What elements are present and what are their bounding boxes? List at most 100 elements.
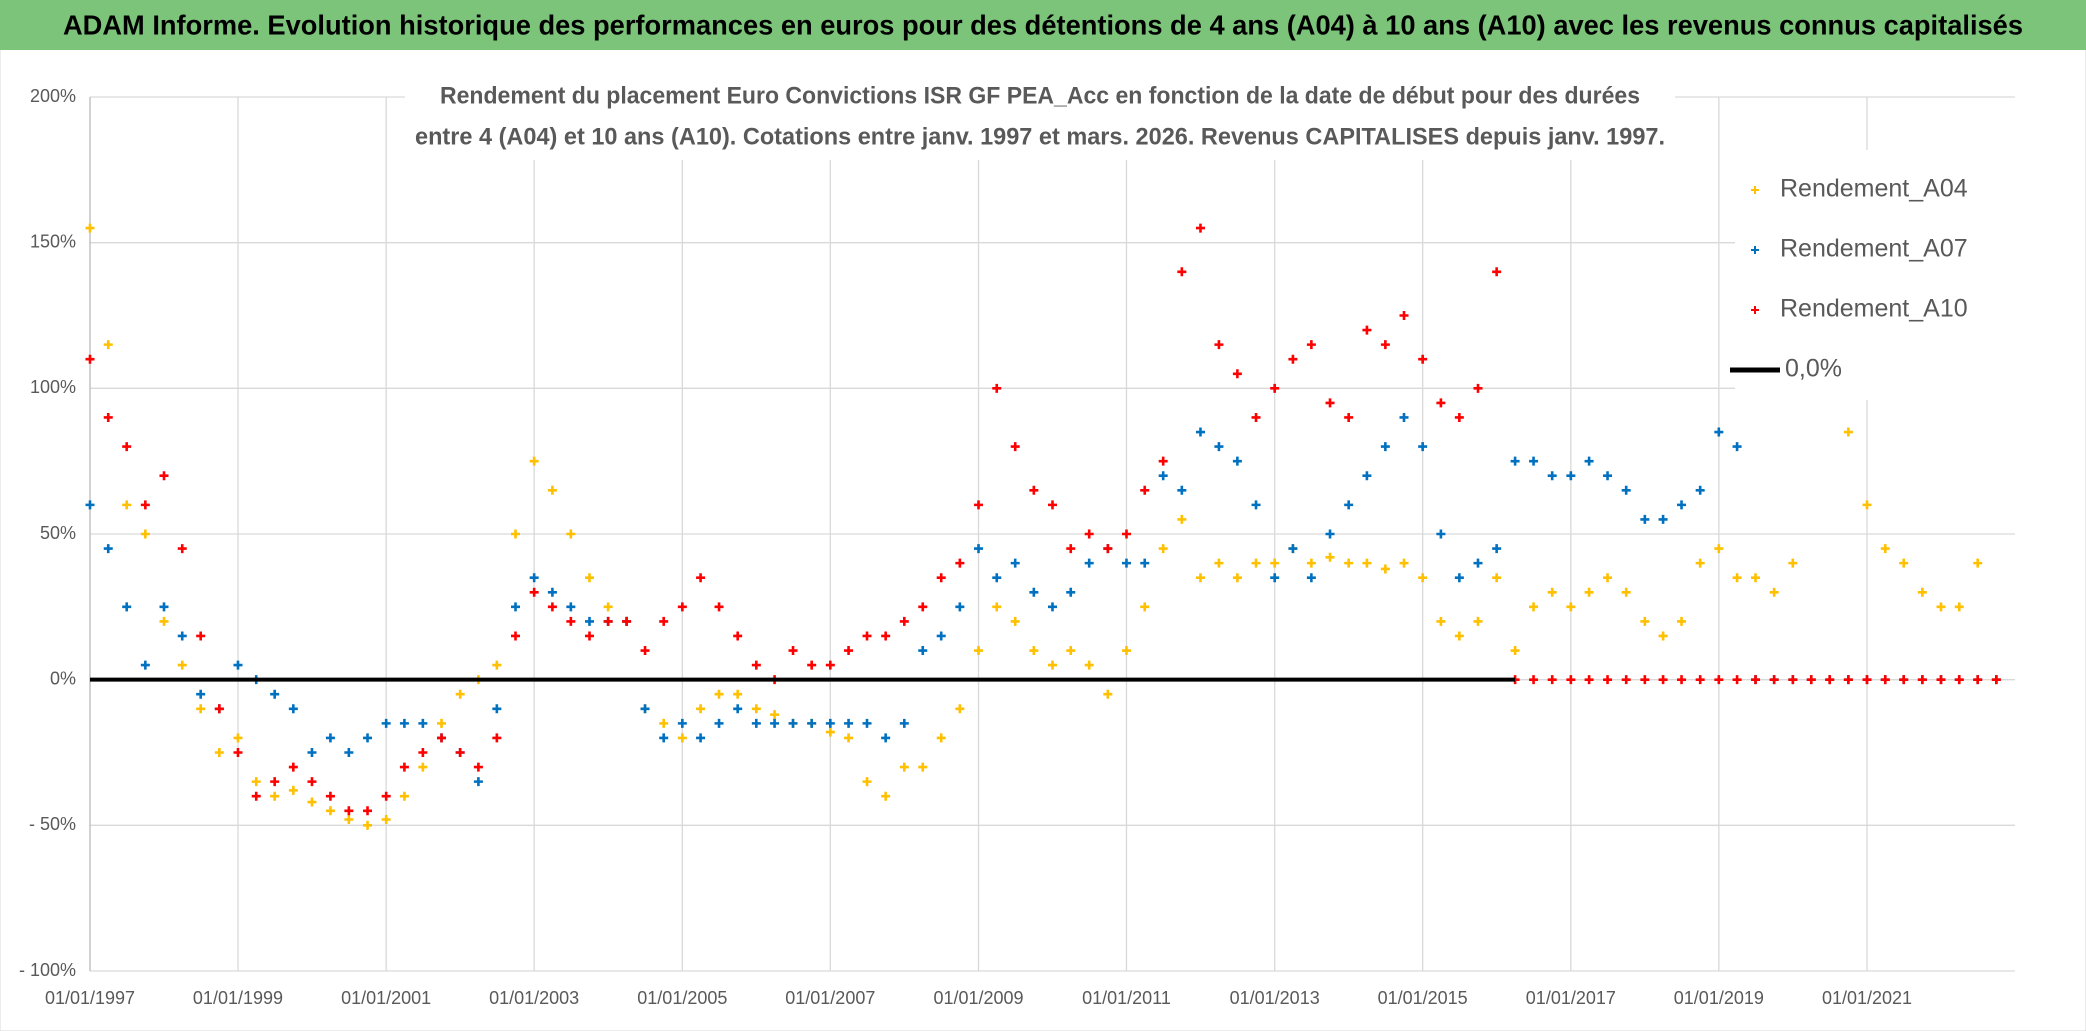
point [1991,675,2001,685]
point [1010,558,1020,568]
chart-title: Rendement du placement Euro Convictions … [440,82,1640,109]
point [159,616,169,626]
point [103,412,113,422]
x-tick-label: 01/01/1999 [193,988,283,1008]
x-tick-label: 01/01/2005 [637,988,727,1008]
point [1121,529,1131,539]
point [1232,369,1242,379]
point [1195,573,1205,583]
point [936,631,946,641]
point [547,602,557,612]
x-tick-label: 01/01/1997 [45,988,135,1008]
point [381,718,391,728]
point [1640,675,1650,685]
legend-swatch [1751,246,1759,254]
legend-swatch [1751,186,1759,194]
point [1584,587,1594,597]
point [418,748,428,757]
point [1880,675,1890,685]
point [1973,558,1983,568]
point [1880,544,1890,554]
point [455,748,465,757]
point [85,354,95,364]
point [807,718,817,728]
title-box [405,78,1675,160]
point [714,602,724,612]
point [1344,500,1354,510]
point [1084,529,1094,539]
point [751,660,761,670]
y-tick-label: 200% [30,86,76,106]
point [733,689,743,699]
point [177,631,187,641]
x-tick-label: 01/01/2011 [1082,988,1171,1008]
point [899,616,909,626]
point [844,646,854,656]
point [881,791,891,801]
point [437,718,447,728]
point [1473,383,1483,393]
point [899,762,909,772]
point [1362,325,1372,335]
point [1362,558,1372,568]
point [955,602,965,612]
point [363,733,373,743]
point [140,500,150,510]
point [492,660,502,670]
point [511,631,521,641]
point [936,733,946,743]
point [1084,660,1094,670]
point [307,748,317,757]
point [1640,514,1650,524]
point [584,616,594,626]
point [511,529,521,539]
header-band [0,0,2086,50]
point [1066,544,1076,554]
point [1140,558,1150,568]
point [936,573,946,583]
point [1010,442,1020,452]
point [603,602,613,612]
point [1714,675,1724,685]
point [1529,602,1539,612]
point [714,689,724,699]
point [103,340,113,350]
point [992,383,1002,393]
point [862,631,872,641]
point [1769,675,1779,685]
point [214,704,224,714]
y-tick-label: - 100% [19,960,76,980]
point [1066,646,1076,656]
point [214,748,224,757]
point [918,762,928,772]
point [566,616,576,626]
point [547,587,557,597]
point [1473,616,1483,626]
point [955,558,965,568]
point [418,762,428,772]
point [1306,573,1316,583]
point [1232,456,1242,466]
x-tick-label: 01/01/2019 [1674,988,1764,1008]
point [177,544,187,554]
legend-label: Rendement_A04 [1780,175,1968,203]
point [1158,544,1168,554]
point [696,733,706,743]
point [1195,427,1205,437]
point [1547,675,1557,685]
point [196,689,206,699]
point [122,500,132,510]
point [1436,529,1446,539]
point [1195,223,1205,233]
point [844,718,854,728]
y-tick-label: - 50% [29,814,76,834]
point [233,660,243,670]
point [1325,552,1335,562]
point [1862,675,1872,685]
point [1677,675,1687,685]
point [511,602,521,612]
point [455,689,465,699]
point [1547,471,1557,481]
point [1436,616,1446,626]
point [1325,529,1335,539]
